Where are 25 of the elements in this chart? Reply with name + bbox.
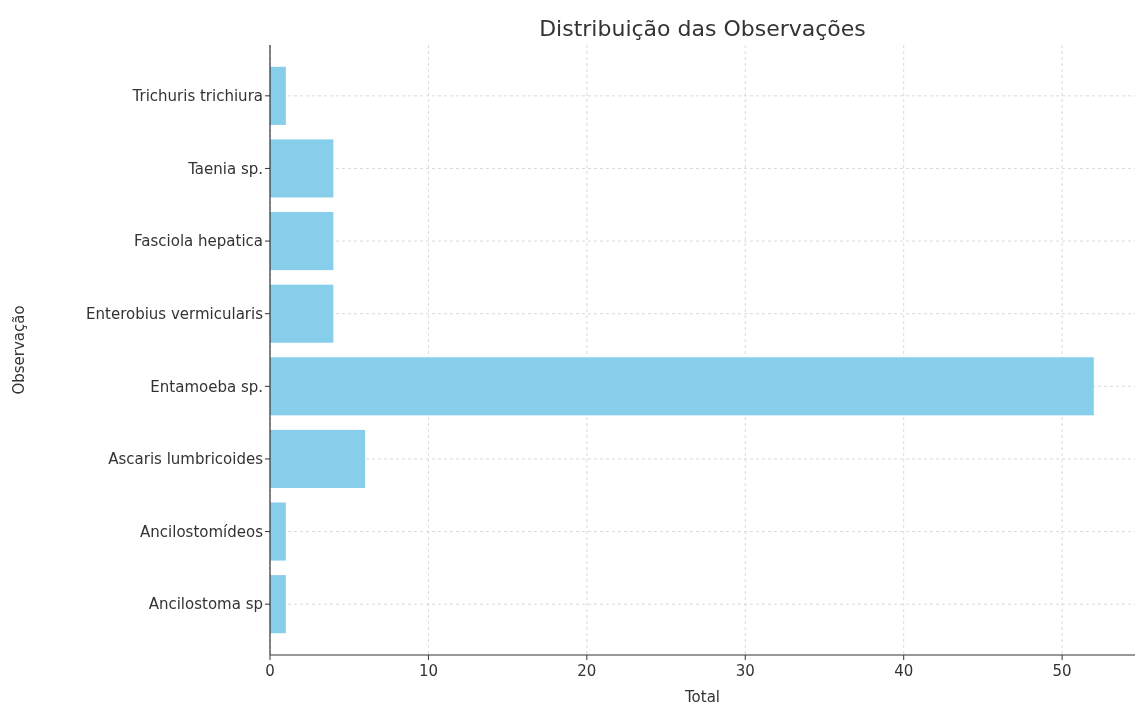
x-tick-label: 40 — [894, 662, 914, 680]
bar — [270, 139, 334, 198]
y-axis-title: Observação — [10, 305, 28, 395]
y-tick-label: Enterobius vermicularis — [86, 304, 264, 323]
y-tick-label: Ancilostoma sp — [148, 595, 263, 614]
x-tick-label: 50 — [1052, 662, 1072, 680]
bar — [270, 284, 334, 343]
y-tick-label: Entamoeba sp. — [150, 377, 263, 396]
bar — [270, 429, 366, 488]
bar — [270, 502, 286, 561]
x-tick-label: 30 — [735, 662, 755, 680]
x-axis-title: Total — [683, 688, 721, 706]
bar — [270, 212, 334, 271]
y-tick-label: Trichuris trichiura — [131, 87, 263, 106]
y-tick-label: Fasciola hepatica — [134, 232, 263, 251]
chart-title: Distribuição das Observações — [539, 16, 866, 41]
bar — [270, 575, 286, 634]
y-tick-label: Taenia sp. — [187, 159, 263, 178]
x-tick-label: 20 — [577, 662, 597, 680]
y-tick-label: Ancilostomídeos — [140, 522, 264, 541]
bar — [270, 357, 1094, 416]
x-tick-label: 0 — [265, 662, 275, 680]
x-tick-label: 10 — [418, 662, 438, 680]
y-tick-label: Ascaris lumbricoides — [108, 450, 264, 469]
bar — [270, 66, 286, 125]
